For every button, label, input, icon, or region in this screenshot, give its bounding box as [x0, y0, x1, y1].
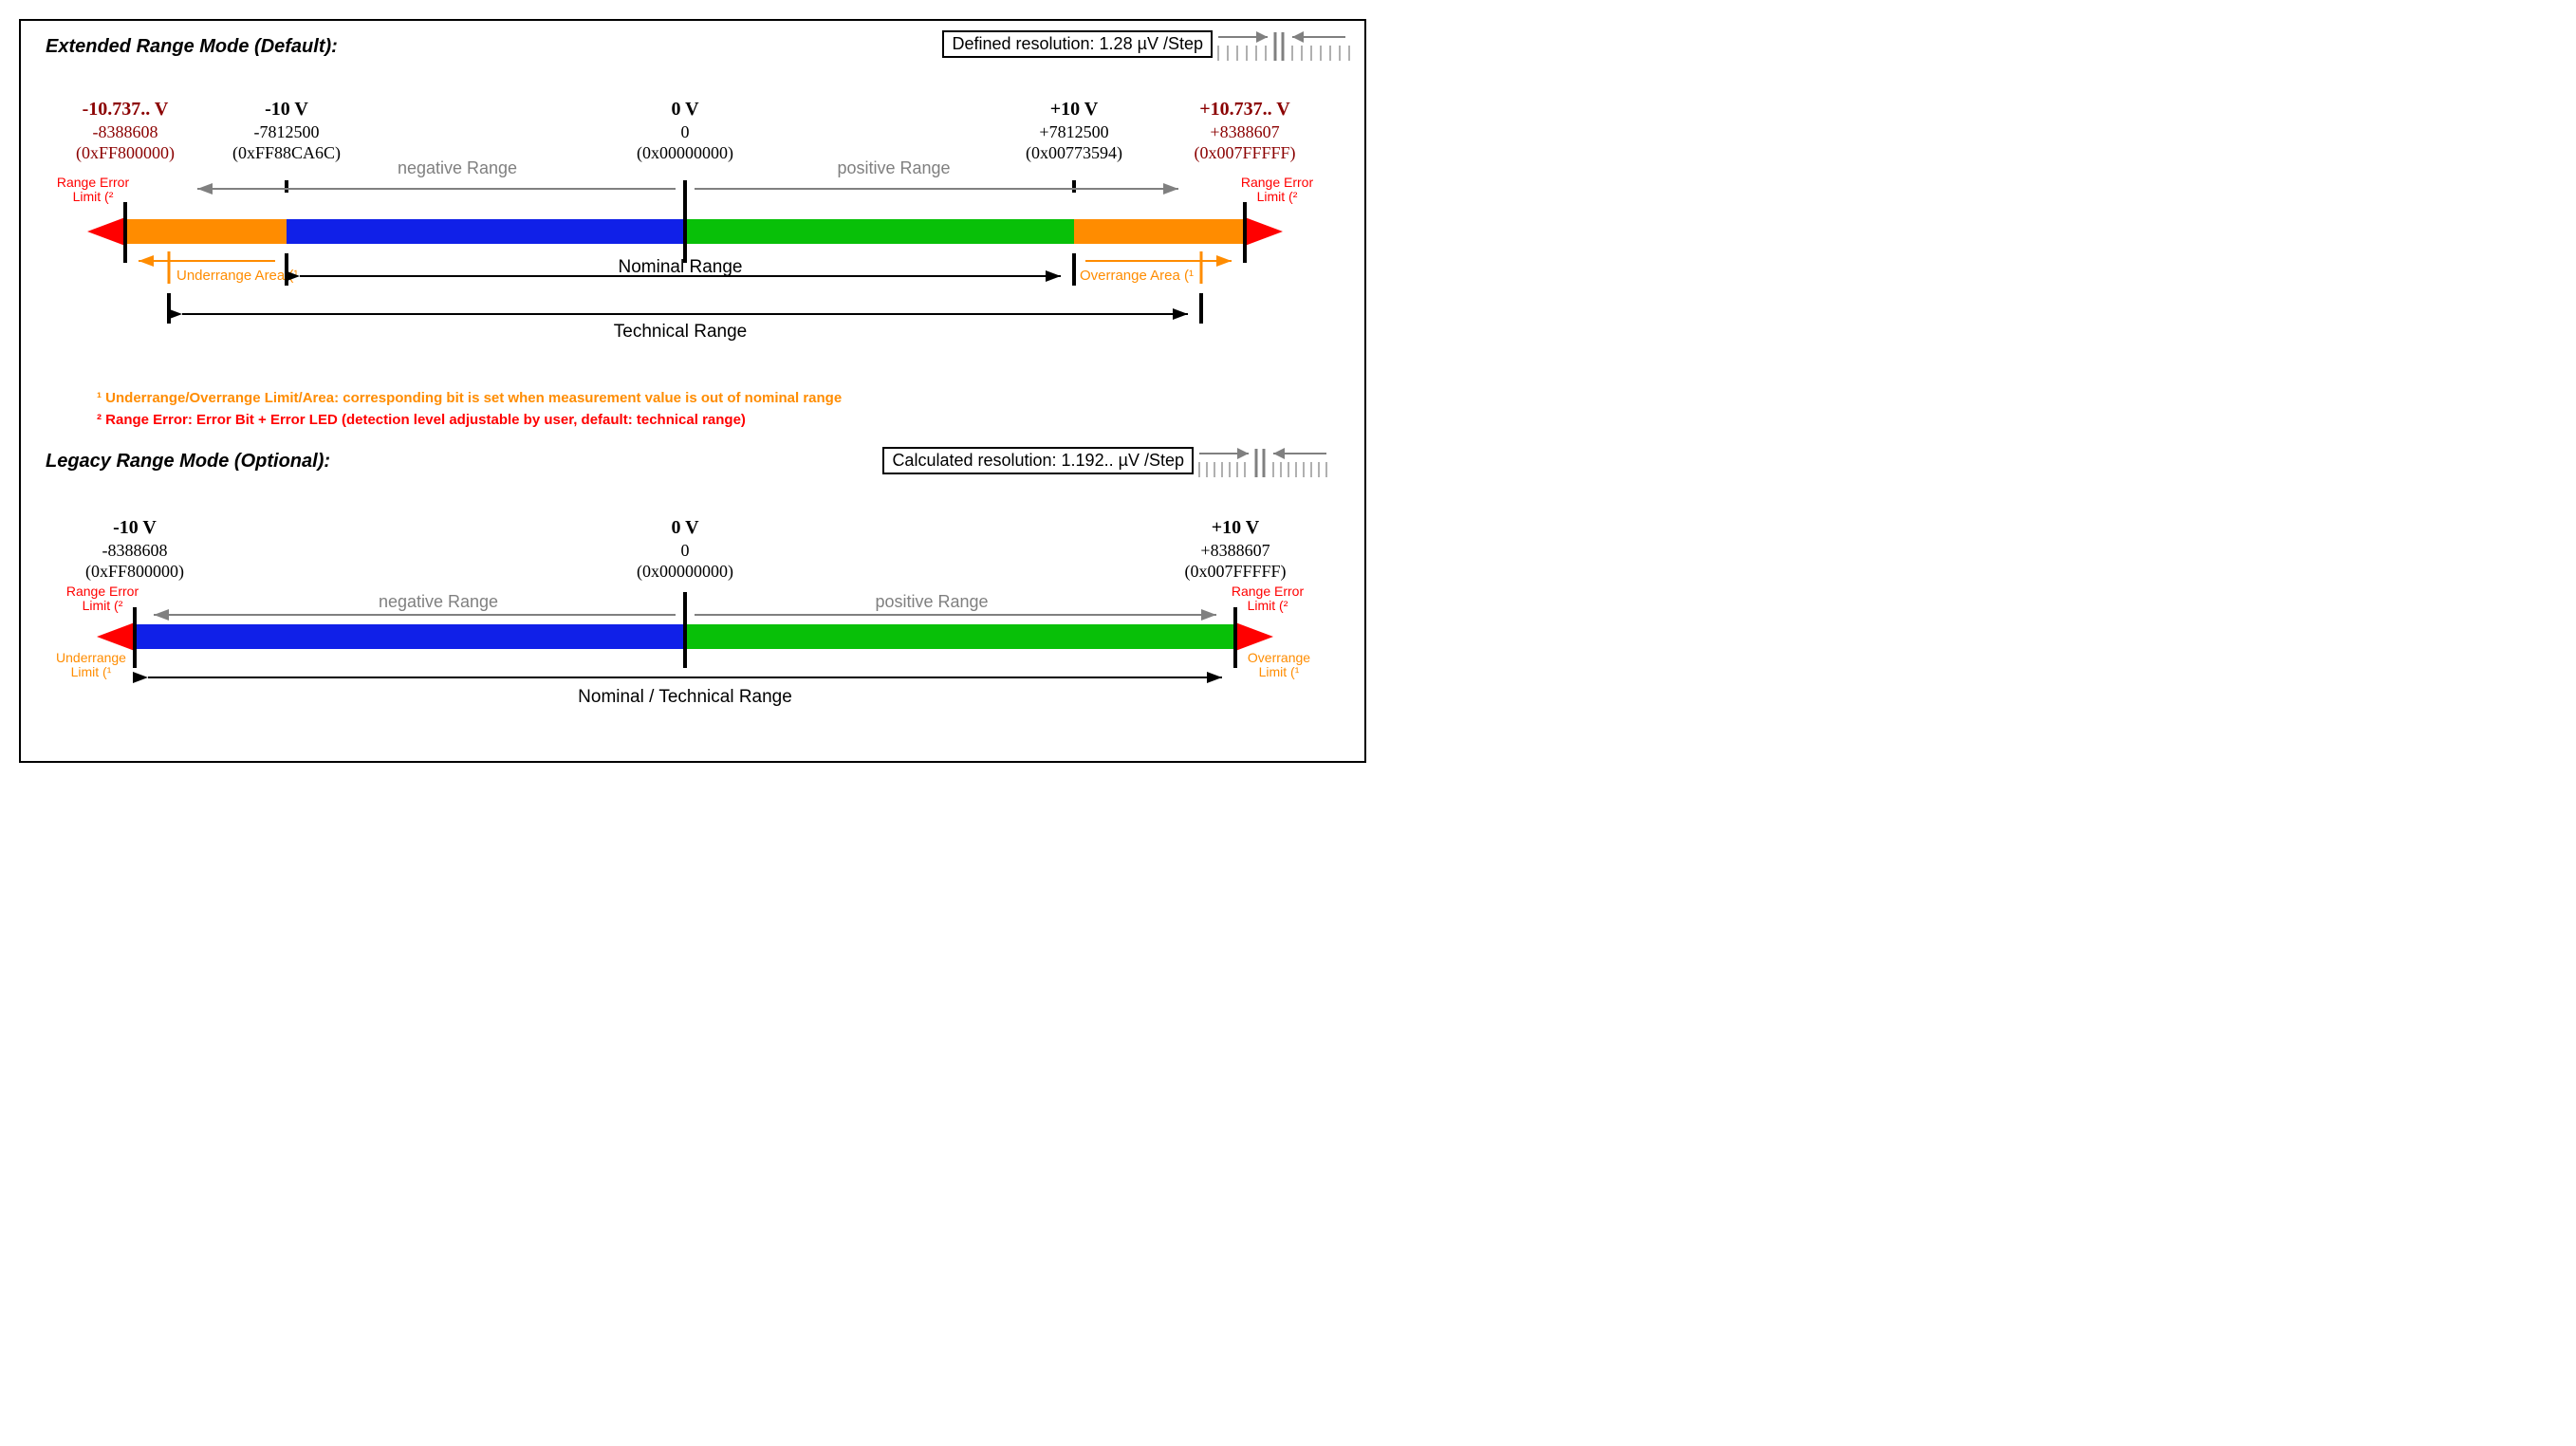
svg-text:+10.737.. V: +10.737.. V [1199, 99, 1290, 120]
legacy-pos-labels: +10 V +8388607 (0x007FFFFF) [1184, 520, 1286, 582]
footnote-1: ¹ Underrange/Overrange Limit/Area: corre… [97, 390, 1345, 406]
legacy-range-error-left: Range ErrorLimit (² [66, 584, 139, 613]
legacy-red-right [1235, 622, 1273, 651]
legacy-diagram: -10 V -8388608 (0xFF800000) 0 V 0 (0x000… [40, 520, 1345, 738]
svg-text:(0xFF88CA6C): (0xFF88CA6C) [232, 143, 341, 163]
blue-bar [287, 219, 685, 244]
legacy-overrange-limit: OverrangeLimit (¹ [1248, 650, 1310, 679]
range-error-left: Range ErrorLimit (² [57, 175, 130, 204]
legacy-green-bar [685, 624, 1235, 649]
svg-text:(0xFF800000): (0xFF800000) [76, 143, 175, 163]
nom-neg-labels: -10 V -7812500 (0xFF88CA6C) [232, 99, 341, 163]
zero-labels: 0 V 0 (0x00000000) [637, 99, 733, 163]
mini-arrows-icon [1213, 30, 1355, 63]
ext-neg-labels: -10.737.. V -8388608 (0xFF800000) [76, 99, 175, 163]
nom-pos-labels: +10 V +7812500 (0x00773594) [1026, 99, 1122, 163]
legacy-zero-labels: 0 V 0 (0x00000000) [637, 520, 733, 582]
underrange-area-label: Underrange Area (¹ [176, 268, 298, 284]
svg-text:(0x007FFFFF): (0x007FFFFF) [1184, 562, 1286, 582]
technical-range-label: Technical Range [614, 322, 747, 342]
svg-text:(0x00773594): (0x00773594) [1026, 143, 1122, 163]
footnote-2: ² Range Error: Error Bit + Error LED (de… [97, 412, 1345, 428]
nominal-range-label: Nominal Range [619, 257, 743, 277]
svg-text:0 V: 0 V [671, 99, 699, 120]
svg-text:+8388607: +8388607 [1200, 541, 1269, 560]
svg-text:+8388607: +8388607 [1210, 122, 1279, 141]
svg-text:-10 V: -10 V [265, 99, 308, 120]
range-error-right: Range ErrorLimit (² [1241, 175, 1314, 204]
legacy-nominal-technical-label: Nominal / Technical Range [578, 687, 792, 707]
svg-text:(0xFF800000): (0xFF800000) [85, 562, 184, 582]
footnotes: ¹ Underrange/Overrange Limit/Area: corre… [97, 390, 1345, 428]
legacy-range-error-right: Range ErrorLimit (² [1232, 584, 1305, 613]
ext-pos-labels: +10.737.. V +8388607 (0x007FFFFF) [1194, 99, 1295, 163]
svg-text:+10 V: +10 V [1212, 520, 1260, 538]
legacy-underrange-limit: UnderrangeLimit (¹ [56, 650, 126, 679]
svg-text:+10 V: +10 V [1050, 99, 1099, 120]
svg-text:-8388608: -8388608 [93, 122, 158, 141]
svg-text:-7812500: -7812500 [254, 122, 320, 141]
svg-text:-10 V: -10 V [113, 520, 157, 538]
mini-arrows-icon-2 [1194, 447, 1336, 479]
neg-range-label: negative Range [398, 158, 517, 177]
legacy-neg-range-label: negative Range [379, 592, 498, 611]
extended-resolution-box: Defined resolution: 1.28 µV /Step [942, 30, 1213, 58]
overrange-area-label: Overrange Area (¹ [1080, 268, 1194, 284]
legacy-neg-labels: -10 V -8388608 (0xFF800000) [85, 520, 184, 582]
svg-text:-8388608: -8388608 [102, 541, 168, 560]
svg-text:(0x007FFFFF): (0x007FFFFF) [1194, 143, 1295, 163]
svg-text:+7812500: +7812500 [1039, 122, 1108, 141]
orange-right-bar [1074, 219, 1245, 244]
svg-text:0: 0 [681, 122, 690, 141]
green-bar [685, 219, 1074, 244]
legacy-svg: -10 V -8388608 (0xFF800000) 0 V 0 (0x000… [40, 520, 1330, 738]
svg-text:(0x00000000): (0x00000000) [637, 562, 733, 582]
red-left-triangle [87, 217, 125, 246]
red-right-triangle [1245, 217, 1283, 246]
svg-text:0 V: 0 V [671, 520, 699, 538]
pos-range-label: positive Range [837, 158, 950, 177]
legacy-pos-range-label: positive Range [875, 592, 988, 611]
svg-text:-10.737.. V: -10.737.. V [83, 99, 169, 120]
svg-text:0: 0 [681, 541, 690, 560]
extended-diagram: -10.737.. V -8388608 (0xFF800000) -10 V … [40, 96, 1345, 380]
extended-svg: -10.737.. V -8388608 (0xFF800000) -10 V … [40, 96, 1330, 380]
svg-text:(0x00000000): (0x00000000) [637, 143, 733, 163]
legacy-blue-bar [135, 624, 685, 649]
orange-left-bar [125, 219, 287, 244]
legacy-resolution-box: Calculated resolution: 1.192.. µV /Step [882, 447, 1194, 474]
legacy-red-left [97, 622, 135, 651]
diagram-frame: Extended Range Mode (Default): Defined r… [19, 19, 1366, 763]
